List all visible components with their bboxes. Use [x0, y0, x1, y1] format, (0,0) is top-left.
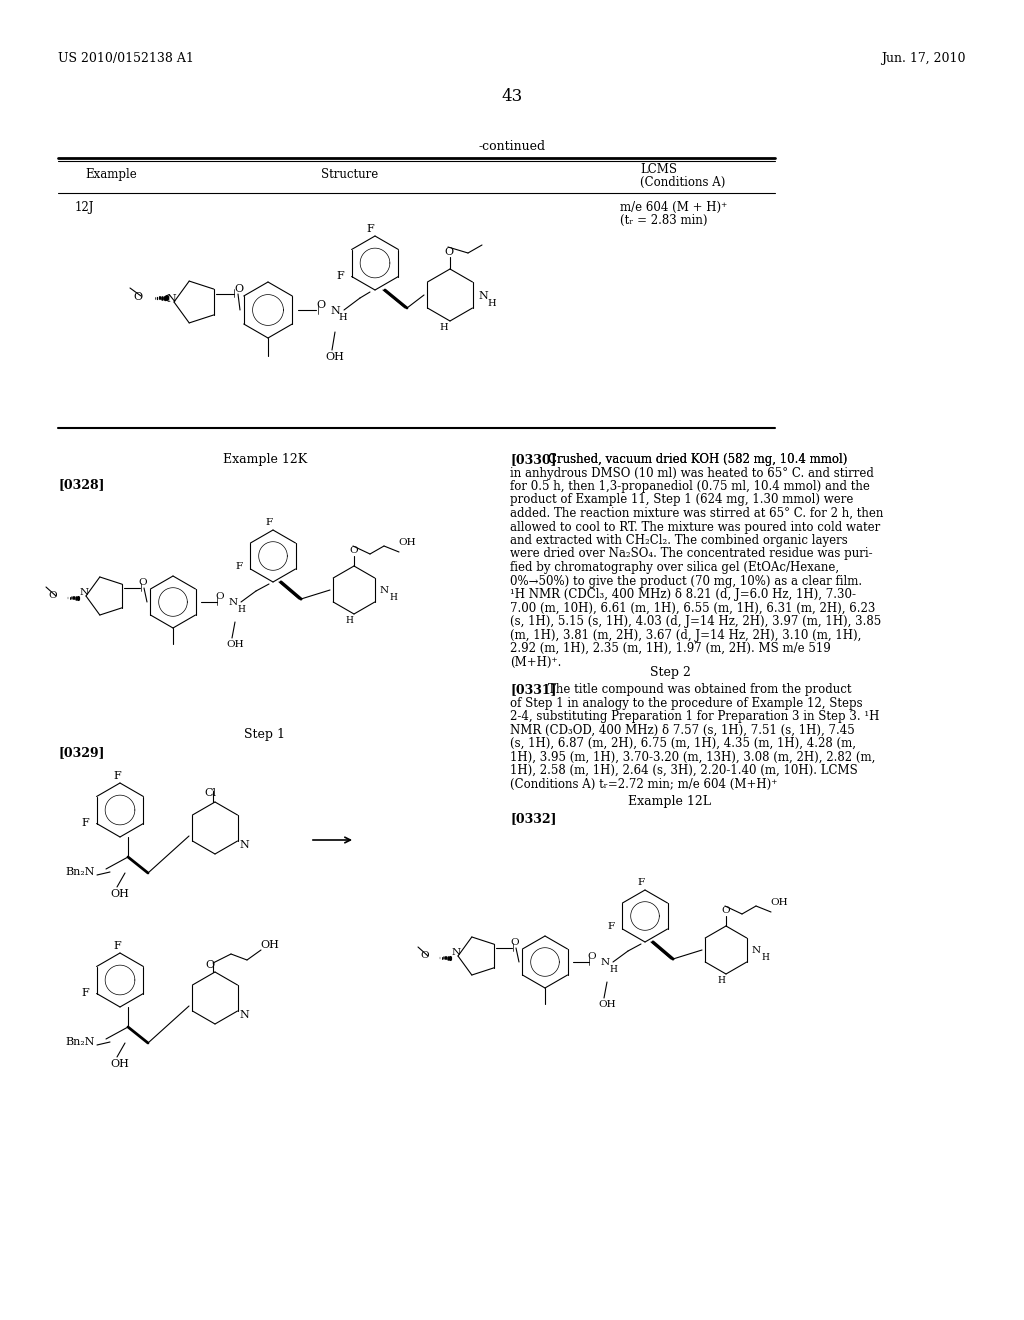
Text: Crushed, vacuum dried KOH (582 mg, 10.4 mmol): Crushed, vacuum dried KOH (582 mg, 10.4 … [548, 453, 848, 466]
Text: F: F [265, 517, 272, 527]
Text: Example: Example [85, 168, 137, 181]
Text: N: N [380, 586, 389, 595]
Text: 7.00 (m, 10H), 6.61 (m, 1H), 6.55 (m, 1H), 6.31 (m, 2H), 6.23: 7.00 (m, 10H), 6.61 (m, 1H), 6.55 (m, 1H… [510, 602, 876, 615]
Text: were dried over Na₂SO₄. The concentrated residue was puri-: were dried over Na₂SO₄. The concentrated… [510, 548, 872, 561]
Text: Example 12L: Example 12L [629, 795, 712, 808]
Text: NMR (CD₃OD, 400 MHz) δ 7.57 (s, 1H), 7.51 (s, 1H), 7.45: NMR (CD₃OD, 400 MHz) δ 7.57 (s, 1H), 7.5… [510, 723, 855, 737]
Text: [0331]: [0331] [510, 682, 556, 696]
Text: 0%→50%) to give the product (70 mg, 10%) as a clear film.: 0%→50%) to give the product (70 mg, 10%)… [510, 574, 862, 587]
Text: O: O [510, 939, 518, 946]
Text: and extracted with CH₂Cl₂. The combined organic layers: and extracted with CH₂Cl₂. The combined … [510, 535, 848, 546]
Text: added. The reaction mixture was stirred at 65° C. for 2 h, then: added. The reaction mixture was stirred … [510, 507, 884, 520]
Text: 1H), 3.95 (m, 1H), 3.70-3.20 (m, 13H), 3.08 (m, 2H), 2.82 (m,: 1H), 3.95 (m, 1H), 3.70-3.20 (m, 13H), 3… [510, 751, 876, 763]
Text: (tᵣ = 2.83 min): (tᵣ = 2.83 min) [620, 214, 708, 227]
Text: fied by chromatography over silica gel (EtOAc/Hexane,: fied by chromatography over silica gel (… [510, 561, 839, 574]
Text: OH: OH [226, 640, 244, 649]
Text: Step 1: Step 1 [245, 729, 286, 741]
Text: OH: OH [260, 940, 279, 950]
Text: F: F [113, 941, 121, 950]
Text: H: H [439, 323, 449, 333]
Text: O: O [234, 284, 243, 294]
Text: N: N [752, 946, 761, 954]
Text: 2.92 (m, 1H), 2.35 (m, 1H), 1.97 (m, 2H). MS m/e 519: 2.92 (m, 1H), 2.35 (m, 1H), 1.97 (m, 2H)… [510, 642, 830, 655]
Text: N: N [229, 598, 239, 607]
Text: (Conditions A): (Conditions A) [640, 176, 725, 189]
Text: H: H [609, 965, 616, 974]
Text: ¹H NMR (CDCl₃, 400 MHz) δ 8.21 (d, J=6.0 Hz, 1H), 7.30-: ¹H NMR (CDCl₃, 400 MHz) δ 8.21 (d, J=6.0… [510, 587, 856, 601]
Text: F: F [637, 878, 644, 887]
Text: O: O [316, 300, 326, 310]
Text: Example 12K: Example 12K [223, 453, 307, 466]
Text: N: N [452, 948, 461, 957]
Text: N: N [166, 294, 176, 304]
Text: OH: OH [770, 898, 787, 907]
Text: N: N [80, 587, 88, 597]
Text: 1H), 2.58 (m, 1H), 2.64 (s, 3H), 2.20-1.40 (m, 10H). LCMS: 1H), 2.58 (m, 1H), 2.64 (s, 3H), 2.20-1.… [510, 764, 858, 777]
Text: H: H [761, 953, 769, 962]
Text: F: F [234, 562, 242, 572]
Text: [0329]: [0329] [58, 746, 104, 759]
Text: OH: OH [398, 539, 416, 546]
Text: (m, 1H), 3.81 (m, 2H), 3.67 (d, J=14 Hz, 2H), 3.10 (m, 1H),: (m, 1H), 3.81 (m, 2H), 3.67 (d, J=14 Hz,… [510, 628, 861, 642]
Text: N: N [239, 840, 249, 850]
Text: H: H [487, 300, 496, 308]
Text: O: O [48, 591, 56, 601]
Text: F: F [81, 987, 89, 998]
Text: H: H [237, 605, 245, 614]
Text: for 0.5 h, then 1,3-propanediol (0.75 ml, 10.4 mmol) and the: for 0.5 h, then 1,3-propanediol (0.75 ml… [510, 480, 869, 492]
Text: OH: OH [110, 1059, 129, 1069]
Text: O: O [215, 591, 223, 601]
Text: Crushed, vacuum dried KOH (582 mg, 10.4 mmol): Crushed, vacuum dried KOH (582 mg, 10.4 … [548, 453, 848, 466]
Text: [0330]: [0330] [510, 453, 556, 466]
Text: Bn₂N: Bn₂N [65, 867, 94, 876]
Text: m/e 604 (M + H)⁺: m/e 604 (M + H)⁺ [620, 201, 727, 214]
Text: [0332]: [0332] [510, 812, 556, 825]
Text: [0328]: [0328] [58, 478, 104, 491]
Text: -continued: -continued [478, 140, 546, 153]
Text: F: F [367, 224, 374, 234]
Text: O: O [444, 247, 454, 257]
Text: H: H [717, 975, 725, 985]
Text: (Conditions A) tᵣ=2.72 min; m/e 604 (M+H)⁺: (Conditions A) tᵣ=2.72 min; m/e 604 (M+H… [510, 777, 777, 791]
Text: product of Example 11, Step 1 (624 mg, 1.30 mmol) were: product of Example 11, Step 1 (624 mg, 1… [510, 494, 853, 507]
Text: Jun. 17, 2010: Jun. 17, 2010 [882, 51, 966, 65]
Text: N: N [239, 1010, 249, 1020]
Text: O: O [138, 578, 146, 587]
Text: N: N [330, 306, 340, 315]
Text: O: O [349, 546, 357, 554]
Text: 2-4, substituting Preparation 1 for Preparation 3 in Step 3. ¹H: 2-4, substituting Preparation 1 for Prep… [510, 710, 880, 723]
Text: H: H [338, 313, 347, 322]
Text: N: N [601, 958, 610, 968]
Text: Structure: Structure [322, 168, 379, 181]
Text: O: O [587, 952, 596, 961]
Text: H: H [345, 616, 353, 624]
Text: LCMS: LCMS [640, 162, 677, 176]
Text: O: O [420, 950, 429, 960]
Text: allowed to cool to RT. The mixture was poured into cold water: allowed to cool to RT. The mixture was p… [510, 520, 881, 533]
Text: 43: 43 [502, 88, 522, 106]
Text: F: F [81, 818, 89, 828]
Text: (s, 1H), 5.15 (s, 1H), 4.03 (d, J=14 Hz, 2H), 3.97 (m, 1H), 3.85: (s, 1H), 5.15 (s, 1H), 4.03 (d, J=14 Hz,… [510, 615, 882, 628]
Text: F: F [607, 921, 614, 931]
Text: 12J: 12J [75, 201, 94, 214]
Text: O: O [206, 960, 215, 970]
Text: in anhydrous DMSO (10 ml) was heated to 65° C. and stirred: in anhydrous DMSO (10 ml) was heated to … [510, 466, 873, 479]
Text: (s, 1H), 6.87 (m, 2H), 6.75 (m, 1H), 4.35 (m, 1H), 4.28 (m,: (s, 1H), 6.87 (m, 2H), 6.75 (m, 1H), 4.3… [510, 737, 856, 750]
Text: Bn₂N: Bn₂N [65, 1038, 94, 1047]
Text: N: N [478, 290, 487, 301]
Text: H: H [389, 593, 397, 602]
Text: OH: OH [110, 888, 129, 899]
Text: O: O [721, 906, 730, 915]
Text: The title compound was obtained from the product: The title compound was obtained from the… [548, 682, 852, 696]
Text: of Step 1 in analogy to the procedure of Example 12, Steps: of Step 1 in analogy to the procedure of… [510, 697, 862, 710]
Text: Cl: Cl [204, 788, 216, 799]
Text: O: O [133, 292, 142, 302]
Text: (M+H)⁺.: (M+H)⁺. [510, 656, 561, 668]
Text: F: F [113, 771, 121, 781]
Text: OH: OH [325, 352, 344, 362]
Text: F: F [336, 271, 344, 281]
Text: Step 2: Step 2 [649, 667, 690, 678]
Text: OH: OH [598, 1001, 615, 1008]
Text: US 2010/0152138 A1: US 2010/0152138 A1 [58, 51, 194, 65]
